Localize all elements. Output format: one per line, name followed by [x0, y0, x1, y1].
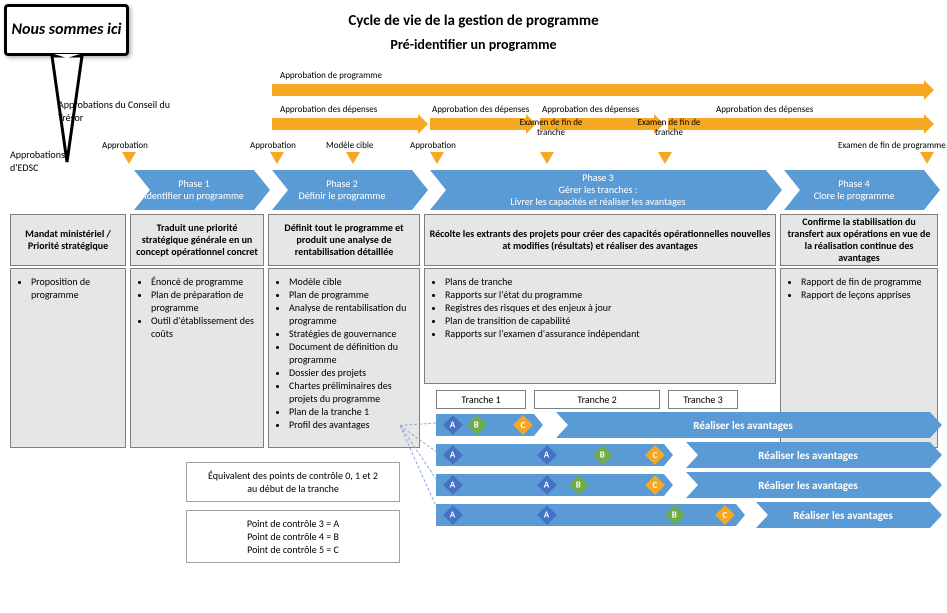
- col0-desc: Mandat ministériel / Priorité stratégiqu…: [10, 214, 126, 266]
- label-dep4: Approbation des dépenses: [716, 104, 813, 115]
- note-1b: au début de la tranche: [195, 482, 391, 495]
- tri-app1: [270, 152, 284, 164]
- title-sub: Pré-identifier un programme: [0, 36, 947, 53]
- col2-d3: Analyse de rentabilisation du programme: [289, 301, 415, 327]
- col3-d4: Plan de transition de capabilité: [445, 314, 771, 327]
- note-1: Équivalent des points de contrôle 0, 1 e…: [186, 462, 400, 502]
- col1-d3: Outil d'établissement des coûts: [151, 314, 259, 340]
- phase-4: Phase 4 Clore le programme: [784, 170, 924, 210]
- col3-desc: Récolte les extrants des projets pour cr…: [424, 214, 776, 266]
- bar-approb-prog: [272, 84, 924, 96]
- tri-label-app2: Approbation: [410, 140, 456, 151]
- phase-4-b: Clore le programme: [814, 190, 895, 202]
- label-approb-prog: Approbation de programme: [280, 70, 382, 81]
- phase-2: Phase 2 Définir le programme: [272, 170, 412, 210]
- label-dep1: Approbation des dépenses: [280, 104, 377, 115]
- tri-label-app0: Approbation: [102, 140, 148, 151]
- tri-app2: [430, 152, 444, 164]
- tri-exam1: [540, 152, 554, 164]
- note-2b: Point de contrôle 4 = B: [195, 530, 391, 543]
- col2-d8: Plan de la tranche 1: [289, 405, 415, 418]
- label-dep3: Approbation des dépenses: [542, 104, 639, 115]
- tri-label-exam2: Examen de fin de tranche: [634, 118, 704, 138]
- realize-4: Réaliser les avantages: [756, 502, 930, 528]
- note-1a: Équivalent des points de contrôle 0, 1 e…: [195, 469, 391, 482]
- phase-3-c: Livrer les capacités et réaliser les ava…: [510, 196, 685, 208]
- col4-desc: Confirme la stabilisation du transfert a…: [780, 214, 938, 266]
- tri-exam2: [658, 152, 672, 164]
- col0-d1: Proposition de programme: [31, 275, 121, 301]
- tri-examprog: [920, 152, 934, 164]
- label-treasury: Approbations du Conseil du Trésor: [58, 98, 178, 124]
- col2-d9: Profil des avantages: [289, 418, 415, 431]
- col4-d1: Rapport de fin de programme: [801, 275, 933, 288]
- tranche-1-label: Tranche 1: [436, 390, 526, 409]
- bar-dep4: [668, 118, 924, 130]
- note-2a: Point de contrôle 3 = A: [195, 517, 391, 530]
- col1-deliv: Énoncé de programme Plan de préparation …: [130, 268, 264, 448]
- col2-d7: Chartes préliminaires des projets du pro…: [289, 379, 415, 405]
- col1-desc: Traduit une priorité stratégique général…: [130, 214, 264, 266]
- col2-d2: Plan de programme: [289, 288, 415, 301]
- col2-desc: Définit tout le programme et produit une…: [268, 214, 420, 266]
- realize-2: Réaliser les avantages: [686, 442, 930, 468]
- col2-d5: Document de définition du programme: [289, 340, 415, 366]
- phase-2-b: Définir le programme: [299, 190, 386, 202]
- col2-deliv: Modèle cible Plan de programme Analyse d…: [268, 268, 420, 448]
- col3-deliv: Plans de tranche Rapports sur l'état du …: [424, 268, 776, 384]
- tranche-3-label: Tranche 3: [668, 390, 738, 409]
- phase-1-b: Identifier un programme: [144, 190, 244, 202]
- tri-model: [346, 152, 360, 164]
- phase-3: Phase 3 Gérer les tranches : Livrer les …: [430, 170, 766, 210]
- col2-d1: Modèle cible: [289, 275, 415, 288]
- tri-label-model: Modèle cible: [326, 140, 373, 151]
- phase-1: Phase 1 Identifier un programme: [134, 170, 254, 210]
- title-main: Cycle de vie de la gestion de programme: [0, 12, 947, 30]
- col1-d2: Plan de préparation de programme: [151, 288, 259, 314]
- col4-d2: Rapport de leçons apprises: [801, 288, 933, 301]
- realize-3: Réaliser les avantages: [686, 472, 930, 498]
- col1-d1: Énoncé de programme: [151, 275, 259, 288]
- tri-label-exam1: Examen de fin de tranche: [516, 118, 586, 138]
- tri-app0: [122, 152, 136, 164]
- tri-label-examprog: Examen de fin de programme: [838, 140, 946, 151]
- col3-d5: Rapports sur l'examen d'assurance indépe…: [445, 327, 771, 340]
- note-2: Point de contrôle 3 = A Point de contrôl…: [186, 510, 400, 563]
- realize-1: Réaliser les avantages: [556, 412, 930, 438]
- label-dep2: Approbation des dépenses: [432, 104, 529, 115]
- col3-d3: Registres des risques et des enjeux à jo…: [445, 301, 771, 314]
- bar-dep2: [430, 118, 526, 130]
- note-2c: Point de contrôle 5 = C: [195, 543, 391, 556]
- tranche-row4-bar: [436, 504, 736, 526]
- col3-d2: Rapports sur l'état du programme: [445, 288, 771, 301]
- col3-d1: Plans de tranche: [445, 275, 771, 288]
- label-edsc: Approbations d'EDSC: [10, 148, 90, 174]
- col2-d6: Dossier des projets: [289, 366, 415, 379]
- callout-here: Nous sommes ici: [4, 4, 129, 56]
- tri-label-app1: Approbation: [250, 140, 296, 151]
- col0-deliv: Proposition de programme: [10, 268, 126, 448]
- col2-d4: Stratégies de gouvernance: [289, 327, 415, 340]
- bar-dep1: [272, 118, 418, 130]
- tranche-2-label: Tranche 2: [534, 390, 660, 409]
